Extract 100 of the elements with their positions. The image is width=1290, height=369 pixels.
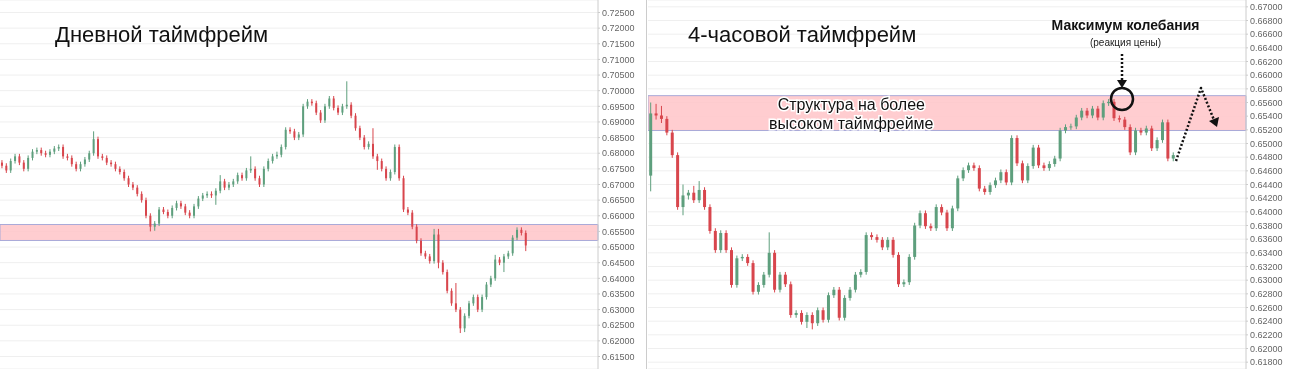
candlestick (1042, 162, 1046, 172)
y-tick-label: 0.65000 (1250, 138, 1283, 149)
y-tick-label: 0.65600 (1250, 97, 1283, 108)
y-tick-label: 0.65000 (602, 242, 635, 253)
candlestick (406, 206, 409, 216)
y-tick-label: 0.61500 (602, 351, 635, 362)
candlestick (454, 282, 457, 313)
candlestick (92, 130, 95, 157)
y-tick-label: 0.70500 (602, 70, 635, 81)
y-tick-label: 0.65800 (1250, 84, 1283, 95)
candlestick (778, 271, 782, 293)
candlestick (468, 300, 471, 319)
candlestick (988, 181, 992, 196)
candlestick (494, 254, 497, 282)
y-tick-label: 0.64500 (602, 257, 635, 268)
candlestick (665, 115, 669, 136)
y-tick-label: 0.63600 (1250, 234, 1283, 245)
candlestick (805, 311, 809, 329)
y-tick-label: 0.65400 (1250, 111, 1283, 122)
candlestick (145, 197, 147, 219)
candlestick (227, 181, 230, 191)
candlestick (767, 231, 771, 278)
candlestick (0, 159, 3, 169)
y-tick-label: 0.63000 (1250, 275, 1283, 286)
candlestick (1026, 162, 1030, 184)
y-tick-label: 0.62600 (1250, 302, 1283, 313)
candlestick (1069, 123, 1073, 131)
candlestick (502, 253, 505, 273)
y-tick-label: 0.66000 (602, 210, 635, 221)
y-tick-label: 0.62400 (1250, 316, 1283, 327)
candlestick (843, 294, 847, 321)
candlestick (14, 153, 17, 165)
y-tick-label: 0.62800 (1250, 289, 1283, 300)
y-tick-label: 0.63500 (602, 289, 635, 300)
candlestick (131, 181, 134, 191)
y-tick-label: 0.72000 (602, 23, 635, 34)
y-tick-label: 0.64000 (1250, 207, 1283, 218)
y-tick-label: 0.70000 (602, 85, 635, 96)
candlestick (945, 209, 949, 232)
candlestick (703, 186, 707, 211)
y-tick-label: 0.67500 (602, 164, 635, 175)
candlestick (853, 271, 857, 293)
candlestick (524, 229, 527, 252)
candlestick (724, 229, 728, 254)
candlestick (794, 309, 798, 319)
candlestick (708, 203, 712, 235)
y-tick-label: 0.66800 (1250, 15, 1283, 26)
candlestick (1160, 119, 1164, 144)
candlestick (1150, 125, 1154, 152)
y-tick-label: 0.68500 (602, 132, 635, 143)
y-tick-label: 0.69500 (602, 101, 635, 112)
candlestick (654, 103, 658, 121)
y-tick-label: 0.64000 (602, 273, 635, 284)
candlestick (415, 223, 418, 244)
candlestick (284, 126, 287, 150)
candlestick (83, 156, 86, 168)
y-tick-label: 0.72500 (602, 7, 635, 18)
candlestick (1134, 127, 1138, 156)
candlestick (149, 212, 152, 232)
candlestick (681, 184, 685, 216)
y-tick-label: 0.66400 (1250, 43, 1283, 54)
candlestick (923, 209, 927, 230)
candlestick (241, 172, 244, 182)
y-tick-label: 0.64600 (1250, 166, 1283, 177)
candlestick (262, 165, 265, 188)
y-tick-label: 0.67000 (1250, 2, 1283, 13)
y-tick-label: 0.66000 (1250, 70, 1283, 81)
y-tick-label: 0.71000 (602, 54, 635, 65)
candlestick (1031, 144, 1035, 170)
y-tick-label: 0.66500 (602, 195, 635, 206)
y-tick-label: 0.63000 (602, 304, 635, 315)
y-tick-label: 0.62000 (602, 336, 635, 347)
candlestick (902, 278, 906, 288)
y-tick-label: 0.63400 (1250, 248, 1283, 259)
y-tick-label: 0.69000 (602, 117, 635, 128)
candlestick (977, 164, 981, 192)
candlestick (459, 306, 462, 334)
text: Дневной таймфрейм (55, 22, 269, 48)
y-tick-label: 0.62200 (1250, 330, 1283, 341)
y-tick-label: 0.62000 (1250, 343, 1283, 354)
candlestick (446, 269, 449, 294)
candlestick (697, 180, 701, 204)
y-tick-label: 0.68000 (602, 148, 635, 159)
y-tick-label: 0.63200 (1250, 261, 1283, 272)
y-tick-label: 0.64400 (1250, 179, 1283, 190)
candlestick (972, 162, 976, 172)
candlestick (337, 104, 340, 116)
candlestick (891, 236, 895, 259)
candlestick (511, 234, 514, 257)
y-tick-label: 0.66200 (1250, 56, 1283, 67)
candlestick (96, 136, 99, 160)
candlestick (713, 227, 717, 254)
candlestick (832, 286, 836, 299)
candlestick (1139, 127, 1143, 136)
band-label: Структура на более высоком таймфрейме (769, 96, 934, 133)
candlestick (463, 312, 466, 333)
candlestick (670, 129, 674, 159)
y-tick-label: 0.63800 (1250, 220, 1283, 231)
candlestick (816, 307, 820, 327)
y-tick-label: 0.64800 (1250, 152, 1283, 163)
